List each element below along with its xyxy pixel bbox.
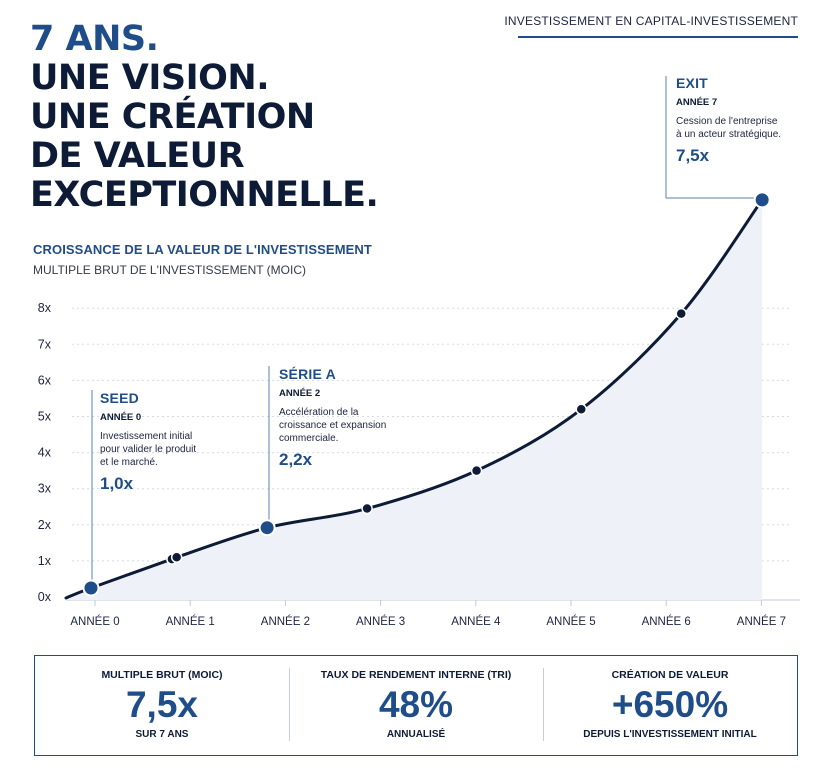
- callout-description: Investissement initial pour valider le p…: [100, 431, 197, 468]
- stat-label: MULTIPLE BRUT (MOIC): [101, 669, 223, 681]
- stat-value: 7,5x: [125, 684, 198, 725]
- x-tick-label: ANNÉE 0: [70, 615, 119, 628]
- data-point-marker: [575, 403, 588, 416]
- y-tick-label: 8x: [38, 301, 52, 315]
- milestone-marker: [753, 191, 771, 209]
- callout-exit: EXIT ANNÉE 7 Cession de l'entreprise à u…: [676, 75, 816, 165]
- callout-stage: SÉRIE A: [279, 366, 336, 382]
- y-tick-label: 1x: [38, 554, 52, 568]
- x-tick-label: ANNÉE 2: [261, 615, 310, 628]
- headline-line: UNE CRÉATION: [30, 97, 315, 137]
- stat-moic: MULTIPLE BRUT (MOIC) 7,5x SUR 7 ANS: [35, 656, 289, 755]
- data-point-marker: [170, 551, 183, 564]
- stat-value: 48%: [378, 684, 454, 725]
- headline-line: 7 ANS.: [30, 19, 159, 59]
- callout-year: ANNÉE 7: [676, 97, 718, 108]
- callout-serie-a: SÉRIE A ANNÉE 2 Accélération de la crois…: [279, 366, 429, 469]
- callout-value: 1,0x: [100, 474, 134, 493]
- summary-stats-panel: MULTIPLE BRUT (MOIC) 7,5x SUR 7 ANS TAUX…: [34, 655, 798, 756]
- stat-caption: ANNUALISÉ: [386, 729, 446, 740]
- data-point-marker: [470, 464, 483, 477]
- milestone-marker: [82, 579, 100, 597]
- stat-value-creation: CRÉATION DE VALEUR +650% DEPUIS L'INVEST…: [543, 656, 797, 755]
- y-tick-label: 0x: [38, 590, 52, 604]
- stat-caption: SUR 7 ANS: [135, 729, 189, 740]
- growth-chart: 0x 1x 2x 3x 4x 5x 6x 7x 8x ANNÉE 0 ANNÉE 1 ANNÉE 2…: [38, 76, 800, 628]
- section-label-underline: [518, 36, 798, 38]
- headline: 7 ANS. UNE VISION. UNE CRÉATION DE VALEU…: [30, 19, 379, 215]
- callout-value: 7,5x: [676, 146, 710, 165]
- callout-stage: SEED: [100, 390, 139, 406]
- callout-description: Accélération de la croissance et expansi…: [279, 407, 387, 444]
- x-tick-label: ANNÉE 4: [451, 615, 501, 628]
- y-tick-label: 5x: [38, 410, 52, 424]
- stat-value: +650%: [611, 684, 729, 725]
- x-tick-label: ANNÉE 6: [642, 615, 691, 628]
- headline-line: UNE VISION.: [30, 58, 270, 98]
- callout-value: 2,2x: [279, 450, 313, 469]
- x-tick-label: ANNÉE 1: [166, 615, 215, 628]
- callout-year: ANNÉE 2: [279, 388, 321, 399]
- headline-line: DE VALEUR: [30, 136, 245, 176]
- data-point-marker: [675, 307, 687, 320]
- x-tick-label: ANNÉE 7: [737, 615, 786, 628]
- milestone-marker: [258, 519, 276, 537]
- stat-label: CRÉATION DE VALEUR: [611, 669, 729, 681]
- callout-year: ANNÉE 0: [100, 412, 142, 423]
- x-tick-label: ANNÉE 5: [546, 615, 595, 628]
- chart-title: CROISSANCE DE LA VALEUR DE L'INVESTISSEM…: [33, 242, 372, 257]
- data-point-marker: [361, 502, 373, 515]
- callout-stage: EXIT: [676, 75, 708, 91]
- callout-seed: SEED ANNÉE 0 Investissement initial pour…: [100, 390, 240, 493]
- section-label: INVESTISSEMENT EN CAPITAL-INVESTISSEMENT: [504, 14, 798, 28]
- x-tick-label: ANNÉE 3: [356, 615, 405, 628]
- y-tick-label: 6x: [38, 373, 52, 387]
- stat-label: TAUX DE RENDEMENT INTERNE (TRI): [320, 669, 512, 681]
- headline-line: EXCEPTIONNELLE.: [30, 175, 379, 215]
- y-tick-label: 2x: [38, 518, 52, 532]
- y-tick-label: 3x: [38, 482, 52, 496]
- callout-description: Cession de l'entreprise à un acteur stra…: [676, 116, 782, 140]
- chart-subtitle: MULTIPLE BRUT DE L'INVESTISSEMENT (MOIC): [33, 263, 306, 277]
- y-tick-label: 4x: [38, 446, 52, 460]
- stat-tri: TAUX DE RENDEMENT INTERNE (TRI) 48% ANNU…: [289, 656, 543, 755]
- y-tick-label: 7x: [38, 337, 52, 351]
- chart-area-fill: [66, 199, 763, 600]
- stat-caption: DEPUIS L'INVESTISSEMENT INITIAL: [583, 729, 757, 740]
